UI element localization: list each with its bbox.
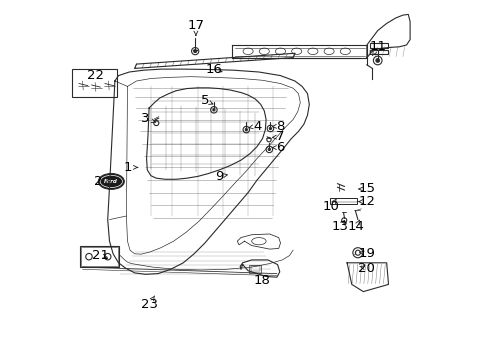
Circle shape bbox=[375, 59, 379, 62]
Circle shape bbox=[193, 50, 196, 53]
Text: 9: 9 bbox=[215, 170, 223, 183]
Circle shape bbox=[268, 148, 270, 150]
Text: 2: 2 bbox=[94, 175, 103, 188]
Text: 19: 19 bbox=[358, 247, 375, 260]
Ellipse shape bbox=[98, 174, 124, 189]
Text: 21: 21 bbox=[92, 249, 109, 262]
Text: 23: 23 bbox=[141, 298, 157, 311]
Text: 13: 13 bbox=[331, 220, 347, 233]
Text: 16: 16 bbox=[205, 63, 222, 76]
Text: 7: 7 bbox=[276, 130, 284, 143]
Bar bbox=[369, 50, 387, 54]
Text: 1: 1 bbox=[123, 161, 131, 174]
Text: 15: 15 bbox=[358, 183, 375, 195]
Bar bbox=[80, 246, 119, 267]
Text: 3: 3 bbox=[141, 112, 149, 125]
Bar bbox=[369, 43, 387, 48]
Bar bbox=[248, 265, 261, 273]
Text: 8: 8 bbox=[276, 120, 284, 132]
Text: 14: 14 bbox=[347, 220, 364, 233]
Circle shape bbox=[244, 129, 247, 131]
Text: 20: 20 bbox=[358, 262, 375, 275]
Text: 22: 22 bbox=[86, 69, 103, 82]
Text: 6: 6 bbox=[276, 141, 284, 154]
Text: 4: 4 bbox=[252, 120, 261, 132]
Text: 11: 11 bbox=[368, 40, 386, 53]
Text: 12: 12 bbox=[358, 195, 375, 208]
Text: 18: 18 bbox=[253, 274, 270, 287]
Text: Ford: Ford bbox=[104, 179, 118, 184]
Text: 5: 5 bbox=[200, 94, 209, 107]
Bar bbox=[81, 247, 118, 266]
Circle shape bbox=[269, 127, 271, 130]
Circle shape bbox=[212, 109, 215, 111]
Bar bbox=[72, 69, 117, 97]
Text: 17: 17 bbox=[187, 19, 204, 32]
Bar bbox=[329, 198, 356, 204]
Text: 10: 10 bbox=[322, 201, 339, 213]
Bar bbox=[250, 266, 259, 271]
